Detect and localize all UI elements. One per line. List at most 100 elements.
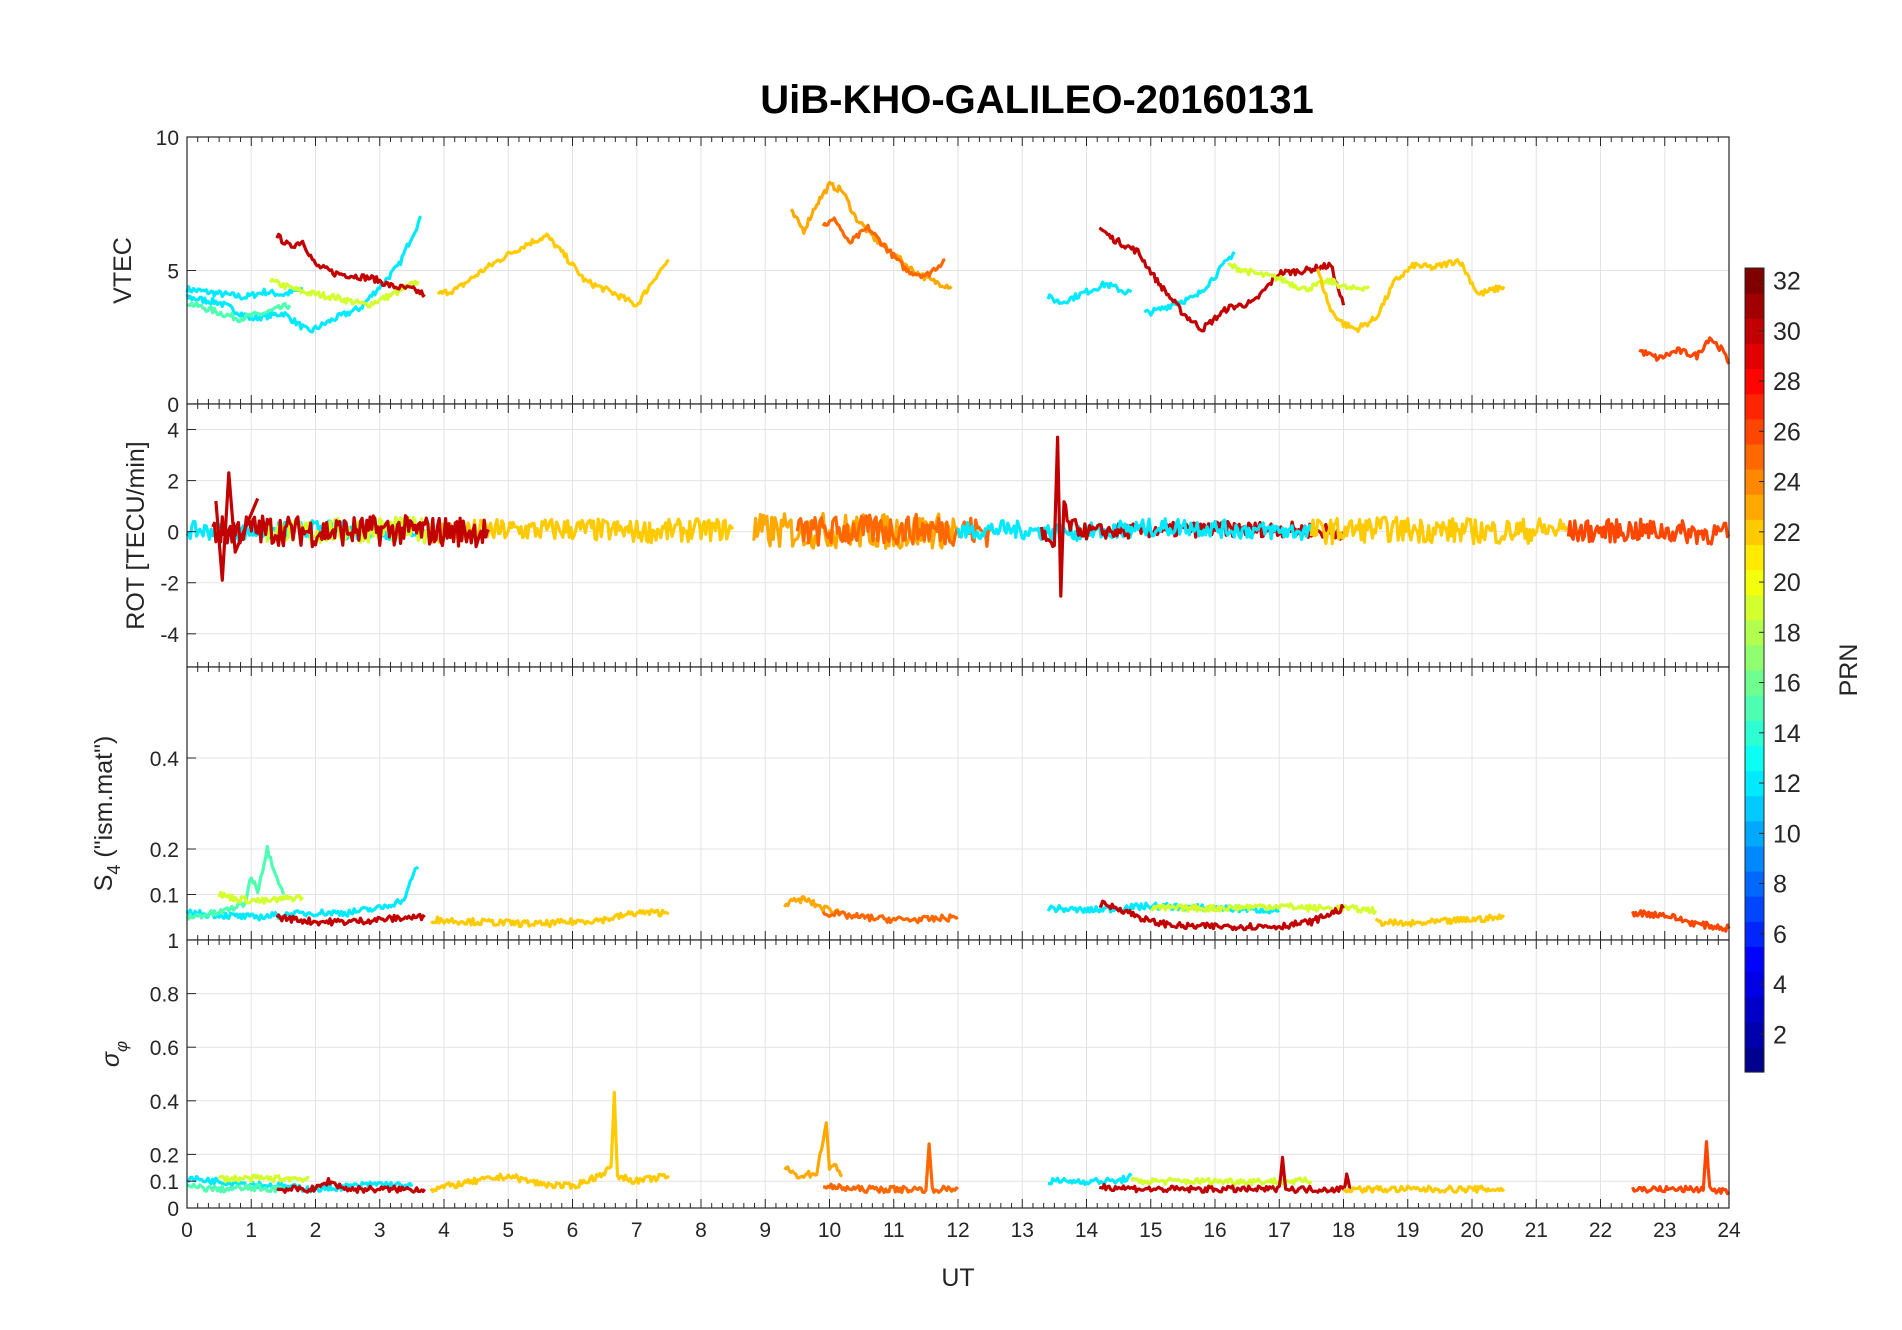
- y-tick-label: -2: [160, 573, 179, 596]
- colorbar-swatch: [1745, 418, 1764, 445]
- series-prn-12: [185, 285, 304, 301]
- y-tick-label: 0: [167, 522, 179, 545]
- series-prn-25: [822, 1142, 960, 1194]
- colorbar-swatch: [1745, 343, 1764, 370]
- x-tick-label: 10: [818, 1219, 841, 1242]
- series-prn-22: [1374, 913, 1506, 928]
- colorbar-swatch: [1745, 544, 1764, 571]
- x-tick-label: 8: [695, 1219, 707, 1242]
- series-prn-26: [1638, 336, 1731, 365]
- series-prn-12: [1143, 251, 1236, 317]
- series-prn-30: [276, 1177, 426, 1194]
- x-tick-label: 1: [245, 1219, 257, 1242]
- y-tick-label: 1: [167, 930, 179, 953]
- x-tick-label: 6: [567, 1219, 579, 1242]
- colorbar-label: PRN: [1835, 644, 1863, 697]
- colorbar-swatch: [1745, 695, 1764, 721]
- colorbar-swatch: [1745, 443, 1764, 470]
- colorbar-swatch: [1745, 368, 1764, 395]
- colorbar-tick-label: 12: [1773, 770, 1801, 798]
- panel-s4: 0.1 0.2 0.4 S4 ("ism.mat"): [90, 666, 1731, 941]
- series-prn-22: [1309, 515, 1570, 546]
- y-tick-label: 0.2: [150, 839, 179, 862]
- x-tick-label: 23: [1653, 1219, 1676, 1242]
- series-prn-22: [430, 908, 670, 929]
- x-tick-label: 15: [1139, 1219, 1162, 1242]
- x-tick-label: 24: [1717, 1219, 1741, 1242]
- series-prn-19: [217, 890, 304, 905]
- x-tick-label: 13: [1011, 1219, 1034, 1242]
- x-tick-label: 12: [946, 1219, 969, 1242]
- x-tick-label: 9: [759, 1219, 771, 1242]
- y-tick-label: 0.1: [150, 885, 179, 908]
- y-tick-label: 0: [167, 1198, 179, 1221]
- y-axis-label: S4 ("ism.mat"): [90, 736, 124, 892]
- series-prn-12: [1046, 280, 1133, 305]
- series-prn-19: [269, 277, 420, 309]
- colorbar-tick-label: 32: [1773, 268, 1801, 296]
- y-tick-label: 0.8: [150, 984, 179, 1007]
- axes-frame: [186, 939, 1730, 1209]
- series-prn-26: [1631, 1140, 1731, 1196]
- colorbar-tick-label: 24: [1773, 469, 1801, 497]
- y-axis-label: VTEC: [109, 237, 137, 304]
- colorbar-tick-label: 18: [1773, 619, 1801, 647]
- series-prn-25: [821, 909, 959, 925]
- series-prn-12: [1117, 517, 1313, 542]
- colorbar-swatch: [1745, 569, 1764, 596]
- x-tick-label: 0: [181, 1219, 193, 1242]
- y-tick-label: -4: [160, 624, 179, 647]
- x-tick-label: 7: [631, 1219, 643, 1242]
- colorbar-swatch: [1745, 644, 1764, 671]
- y-tick-label: 4: [167, 420, 179, 443]
- series-prn-26: [1566, 517, 1731, 546]
- colorbar-swatch: [1745, 594, 1764, 621]
- y-tick-label: 10: [156, 127, 179, 150]
- series-prn-22: [429, 1090, 671, 1194]
- x-tick-labels: 0 1 2 3 4 5 6 7 8 9 10 11 12 13 14 15 16 17 18 19 20 21 22 23 24: [181, 1219, 1741, 1242]
- series-prn-22: [429, 517, 735, 545]
- x-tick-label: 20: [1460, 1219, 1483, 1242]
- x-tick-label: 21: [1525, 1219, 1548, 1242]
- colorbar-swatch: [1745, 820, 1764, 847]
- colorbar-swatch: [1745, 670, 1764, 696]
- series-prn-19: [217, 1173, 311, 1184]
- colorbar-swatch: [1745, 494, 1764, 520]
- y-tick-label: 0.1: [150, 1171, 179, 1194]
- colorbar-tick-label: 10: [1773, 820, 1801, 848]
- colorbar-swatch: [1745, 871, 1764, 897]
- colorbar-swatch: [1745, 1046, 1764, 1073]
- colorbar-swatch: [1745, 845, 1764, 872]
- y-tick-label: 5: [167, 261, 179, 284]
- series-prn-12: [185, 865, 419, 922]
- colorbar-swatch: [1745, 268, 1764, 294]
- x-tick-label: 4: [438, 1219, 450, 1242]
- colorbar-swatch: [1745, 1021, 1764, 1048]
- colorbar-swatch: [1745, 293, 1764, 319]
- panel-vtec: 0 5 10 VTEC: [109, 127, 1731, 417]
- series-prn-12: [1047, 1172, 1133, 1186]
- series-prn-22: [1342, 1184, 1506, 1194]
- y-tick-label: 0.4: [150, 1091, 180, 1114]
- colorbar-tick-label: 8: [1773, 871, 1787, 899]
- colorbar-swatch: [1745, 745, 1764, 772]
- colorbar-swatch: [1745, 896, 1764, 922]
- colorbar-swatch: [1745, 469, 1764, 495]
- series-prn-15: [185, 844, 285, 921]
- x-tick-label: 14: [1075, 1219, 1099, 1242]
- x-tick-label: 5: [502, 1219, 514, 1242]
- colorbar-swatch: [1745, 795, 1764, 822]
- x-tick-label: 18: [1332, 1219, 1355, 1242]
- y-tick-label: 0.4: [150, 748, 180, 771]
- y-axis-label: σφ: [97, 1041, 131, 1067]
- colorbar-swatch: [1745, 393, 1764, 420]
- colorbar-tick-label: 30: [1773, 318, 1801, 346]
- colorbar-swatch: [1745, 318, 1764, 344]
- colorbar-tick-label: 6: [1773, 921, 1787, 949]
- colorbar-swatch: [1745, 971, 1764, 998]
- colorbar-tick-label: 20: [1773, 569, 1801, 597]
- y-tick-label: 2: [167, 471, 179, 494]
- colorbar-swatch: [1745, 619, 1764, 646]
- x-tick-label: 19: [1396, 1219, 1419, 1242]
